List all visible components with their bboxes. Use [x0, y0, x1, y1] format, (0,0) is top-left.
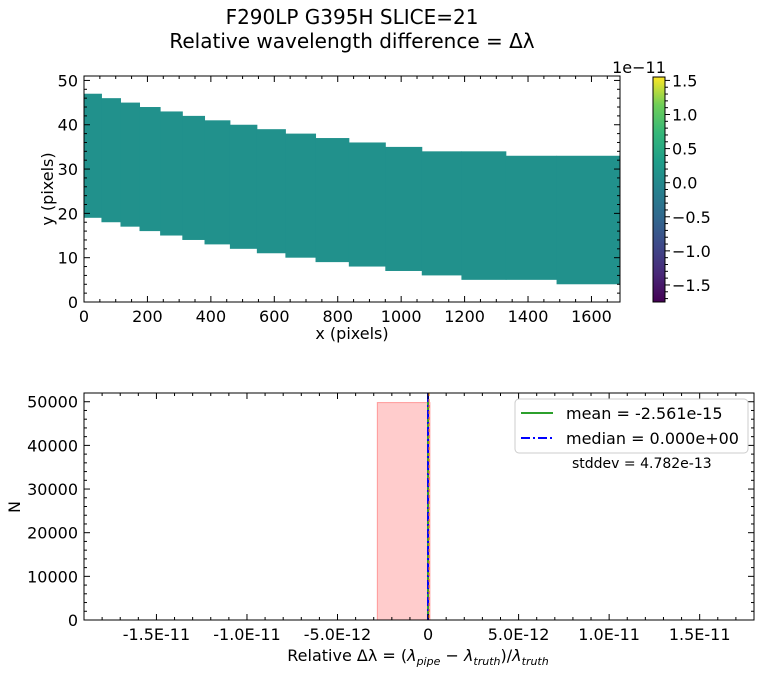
y-tick-label: 10000 [27, 567, 78, 586]
trace-segment-11 [348, 142, 386, 267]
histogram-x-label: Relative Δλ = (λpipe − λtruth)/λtruth [287, 646, 548, 668]
y-tick-label: 40 [58, 116, 78, 135]
heatmap-y-label: y (pixels) [38, 152, 57, 225]
x-tick-label: 0 [423, 625, 433, 644]
colorbar-tick-label: −1.0 [672, 242, 711, 261]
figure-title-line1: F290LP G395H SLICE=21 [226, 5, 479, 29]
heatmap-panel: 0 200 400 600 800 1000 1200 1400 1600 0 10 20 30 40 5… [38, 58, 711, 343]
y-tick-label: 0 [68, 611, 78, 630]
x-tick-label: -1.5E-11 [123, 625, 190, 644]
trace-segment-12 [385, 146, 423, 271]
trace-segment-1 [101, 98, 121, 223]
histogram-legend: mean = -2.561e-15 median = 0.000e+00 [514, 398, 749, 454]
histogram-y-label: N [5, 501, 24, 513]
trace-segment-16 [556, 155, 621, 285]
colorbar-tick-label: 0.5 [672, 140, 697, 159]
y-tick-label: 50000 [27, 393, 78, 412]
heatmap-frame [83, 75, 621, 303]
trace-segment-7 [229, 124, 258, 249]
x-tick-label: -1.0E-11 [213, 625, 280, 644]
trace-segment-5 [182, 115, 206, 240]
colorbar-tick-label: −1.5 [672, 276, 711, 295]
trace-segment-8 [256, 129, 286, 254]
x-tick-label: 1400 [508, 307, 549, 326]
y-tick-label: 20 [58, 204, 78, 223]
legend-median-label: median = 0.000e+00 [566, 429, 739, 448]
trace-segment-6 [204, 120, 231, 245]
y-tick-label: 20000 [27, 524, 78, 543]
colorbar-tick-label: 1.0 [672, 106, 697, 125]
x-tick-label: 800 [322, 307, 353, 326]
trace-segment-0 [84, 93, 102, 218]
trace-segment-9 [285, 133, 317, 258]
trace-segment-14 [461, 151, 507, 280]
x-tick-label: 1200 [444, 307, 485, 326]
x-tick-label: 1600 [571, 307, 612, 326]
trace-segment-10 [315, 138, 350, 263]
trace-segment-2 [120, 102, 141, 227]
y-tick-label: 40000 [27, 436, 78, 455]
x-tick-label: 600 [259, 307, 290, 326]
x-tick-label: 0 [79, 307, 89, 326]
histogram-panel: -1.5E-11 -1.0E-11 -5.0E-12 0 5.0E-12 1.0E-11 1… [5, 392, 755, 668]
colorbar-tick-label: 1.5 [672, 71, 697, 90]
y-tick-label: 0 [68, 293, 78, 312]
x-tick-label: 200 [132, 307, 163, 326]
heatmap-trace [84, 93, 621, 285]
x-tick-label: 1.0E-11 [578, 625, 640, 644]
figure-title-line2: Relative wavelength difference = Δλ [169, 29, 534, 53]
histogram-x-ticks: -1.5E-11 -1.0E-11 -5.0E-12 0 5.0E-12 1.0E-11 1… [101, 393, 737, 644]
legend-mean-label: mean = -2.561e-15 [566, 404, 723, 423]
colorbar-offset-label: 1e−11 [612, 58, 666, 77]
histogram-stat-lines [427, 393, 430, 620]
x-tick-label: -5.0E-12 [304, 625, 371, 644]
x-tick-label: 1.5E-11 [669, 625, 731, 644]
heatmap-x-ticks: 0 200 400 600 800 1000 1200 1400 1600 [79, 76, 612, 326]
trace-segment-3 [139, 107, 161, 232]
trace-segment-4 [160, 111, 183, 236]
colorbar-ticks: 1.5 1.0 0.5 0.0 −0.5 −1.0 −1.5 [665, 71, 711, 300]
histogram-bar-0 [376, 402, 431, 621]
x-tick-label: 1000 [381, 307, 422, 326]
trace-segment-13 [421, 151, 462, 276]
histogram-y-ticks: 0 10000 20000 30000 40000 50000 [27, 392, 754, 630]
x-tick-label: 400 [196, 307, 227, 326]
histogram-bars [376, 402, 431, 621]
y-tick-label: 50 [58, 71, 78, 90]
stddev-annotation: stddev = 4.782e-13 [572, 456, 712, 472]
y-tick-label: 10 [58, 249, 78, 268]
heatmap-y-ticks: 0 10 20 30 40 50 [58, 71, 620, 312]
y-tick-label: 30 [58, 160, 78, 179]
legend-box [514, 398, 749, 454]
heatmap-x-label: x (pixels) [315, 324, 388, 343]
colorbar-tick-label: −0.5 [672, 208, 711, 227]
colorbar [652, 76, 666, 303]
colorbar-tick-label: 0.0 [672, 174, 697, 193]
trace-segment-15 [505, 155, 558, 280]
y-tick-label: 30000 [27, 480, 78, 499]
x-tick-label: 5.0E-12 [488, 625, 550, 644]
